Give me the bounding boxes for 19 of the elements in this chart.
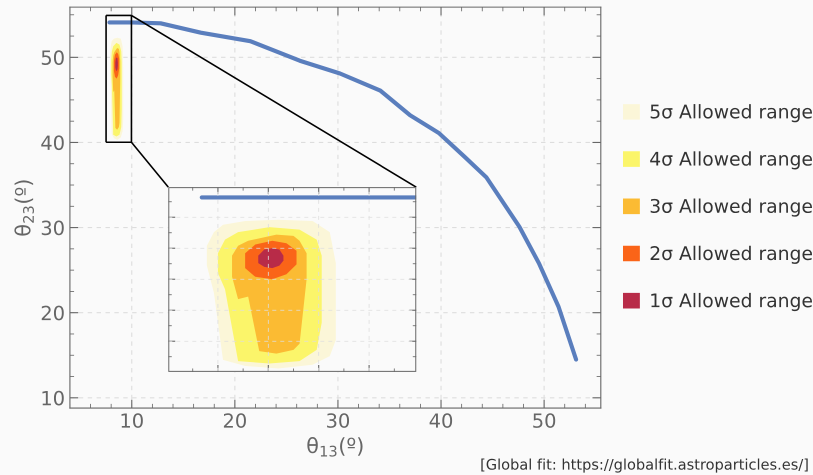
y-axis-title: θ$_{23}$(º)	[14, 180, 34, 236]
x-tick-label: 10	[122, 413, 143, 428]
line-series	[107, 20, 578, 362]
legend-label: 1σ Allowed range	[651, 292, 812, 312]
y-tick-label: 40	[41, 135, 64, 150]
y-tick-label: 10	[42, 390, 64, 406]
x-tick-label: 40	[430, 413, 452, 428]
legend-label: 3σ Allowed range	[650, 198, 812, 217]
x-tick-label: 20	[224, 413, 246, 428]
text: [Global fit: https://globalfit.astroparticles.es/]	[481, 458, 808, 473]
legend-label: 5σ Allowed range	[650, 104, 812, 122]
legend-label: 4σ Allowed range	[650, 151, 812, 170]
x-tick-label: 50	[533, 413, 556, 428]
x-tick-label: 30	[327, 413, 350, 428]
y-tick-label: 20	[42, 306, 64, 320]
y-tick-label: 30	[42, 220, 64, 236]
y-tick-label: 50	[42, 50, 64, 66]
legend-label: 2σ Allowed range	[650, 246, 812, 264]
x-axis-title: θ$_{13}$(º)	[307, 437, 363, 457]
